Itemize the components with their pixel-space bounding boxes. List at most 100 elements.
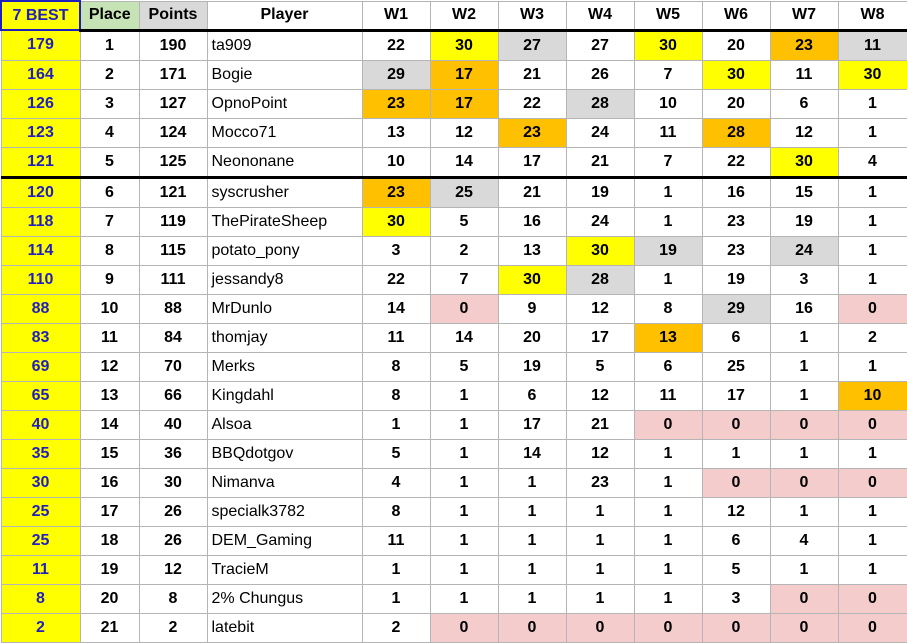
week-score-cell-w4: 30 xyxy=(565,235,635,266)
week-header-w8: W8 xyxy=(837,0,907,32)
week-score-cell-w1: 11 xyxy=(361,322,431,353)
place-cell: 6 xyxy=(79,175,140,208)
best-cell: 2 xyxy=(0,612,81,643)
week-score-cell-w5: 1 xyxy=(633,496,703,527)
best-cell: 118 xyxy=(0,206,81,237)
week-score-cell-w6: 19 xyxy=(701,264,771,295)
week-score-cell-w3: 20 xyxy=(497,322,567,353)
week-score-cell-w3: 27 xyxy=(497,29,567,61)
week-score-cell-w8: 11 xyxy=(837,29,907,61)
week-score-cell-w4: 24 xyxy=(565,117,635,148)
points-cell: 84 xyxy=(138,322,208,353)
player-name-cell: potato_pony xyxy=(206,235,363,266)
player-header: Player xyxy=(206,0,363,32)
player-name-cell: Neononane xyxy=(206,146,363,178)
week-score-cell-w5: 30 xyxy=(633,29,703,61)
table-row: 179 1 190 ta909 22 30 27 27 30 20 23 11 xyxy=(0,29,907,61)
best-cell: 35 xyxy=(0,438,81,469)
week-score-cell-w3: 21 xyxy=(497,59,567,90)
week-score-cell-w5: 6 xyxy=(633,351,703,382)
week-score-cell-w1: 13 xyxy=(361,117,431,148)
week-score-cell-w1: 8 xyxy=(361,496,431,527)
table-row: 123 4 124 Mocco71 13 12 23 24 11 28 12 1 xyxy=(0,117,907,148)
place-cell: 5 xyxy=(79,146,140,178)
week-score-cell-w1: 14 xyxy=(361,293,431,324)
week-score-cell-w2: 25 xyxy=(429,175,499,208)
best-cell: 30 xyxy=(0,467,81,498)
table-row: 69 12 70 Merks 8 5 19 5 6 25 1 1 xyxy=(0,351,907,382)
week-score-cell-w2: 1 xyxy=(429,496,499,527)
place-cell: 9 xyxy=(79,264,140,295)
week-score-cell-w2: 1 xyxy=(429,525,499,556)
week-score-cell-w4: 12 xyxy=(565,293,635,324)
best-cell: 121 xyxy=(0,146,81,178)
week-score-cell-w7: 0 xyxy=(769,467,839,498)
week-score-cell-w2: 17 xyxy=(429,59,499,90)
week-score-cell-w1: 1 xyxy=(361,554,431,585)
week-score-cell-w8: 0 xyxy=(837,293,907,324)
week-score-cell-w3: 19 xyxy=(497,351,567,382)
week-score-cell-w7: 30 xyxy=(769,146,839,178)
week-score-cell-w3: 17 xyxy=(497,146,567,178)
best-cell: 126 xyxy=(0,88,81,119)
player-name-cell: MrDunlo xyxy=(206,293,363,324)
week-score-cell-w7: 23 xyxy=(769,29,839,61)
week-score-cell-w8: 0 xyxy=(837,467,907,498)
week-score-cell-w2: 1 xyxy=(429,467,499,498)
player-name-cell: Kingdahl xyxy=(206,380,363,411)
week-score-cell-w6: 28 xyxy=(701,117,771,148)
week-score-cell-w6: 3 xyxy=(701,583,771,614)
week-score-cell-w8: 4 xyxy=(837,146,907,178)
week-score-cell-w8: 1 xyxy=(837,264,907,295)
week-score-cell-w5: 1 xyxy=(633,583,703,614)
week-score-cell-w7: 0 xyxy=(769,409,839,440)
week-score-cell-w1: 8 xyxy=(361,351,431,382)
week-score-cell-w3: 21 xyxy=(497,175,567,208)
points-cell: 2 xyxy=(138,612,208,643)
week-score-cell-w3: 1 xyxy=(497,496,567,527)
week-score-cell-w2: 0 xyxy=(429,293,499,324)
week-score-cell-w3: 23 xyxy=(497,117,567,148)
points-cell: 70 xyxy=(138,351,208,382)
week-score-cell-w3: 14 xyxy=(497,438,567,469)
table-row: 114 8 115 potato_pony 3 2 13 30 19 23 24 1 xyxy=(0,235,907,266)
table-row: 121 5 125 Neononane 10 14 17 21 7 22 30 4 xyxy=(0,146,907,178)
points-cell: 40 xyxy=(138,409,208,440)
points-cell: 26 xyxy=(138,496,208,527)
week-score-cell-w6: 6 xyxy=(701,525,771,556)
week-score-cell-w4: 28 xyxy=(565,264,635,295)
table-row: 88 10 88 MrDunlo 14 0 9 12 8 29 16 0 xyxy=(0,293,907,324)
week-score-cell-w6: 12 xyxy=(701,496,771,527)
week-score-cell-w4: 5 xyxy=(565,351,635,382)
week-score-cell-w3: 22 xyxy=(497,88,567,119)
week-score-cell-w1: 3 xyxy=(361,235,431,266)
week-score-cell-w7: 6 xyxy=(769,88,839,119)
player-name-cell: Alsoa xyxy=(206,409,363,440)
place-header: Place xyxy=(79,0,140,32)
points-cell: 124 xyxy=(138,117,208,148)
week-score-cell-w1: 11 xyxy=(361,525,431,556)
week-score-cell-w3: 1 xyxy=(497,583,567,614)
table-row: 126 3 127 OpnoPoint 23 17 22 28 10 20 6 1 xyxy=(0,88,907,119)
best-cell: 11 xyxy=(0,554,81,585)
week-score-cell-w6: 5 xyxy=(701,554,771,585)
week-score-cell-w8: 1 xyxy=(837,175,907,208)
week-score-cell-w2: 1 xyxy=(429,380,499,411)
place-cell: 21 xyxy=(79,612,140,643)
week-score-cell-w8: 1 xyxy=(837,554,907,585)
place-cell: 4 xyxy=(79,117,140,148)
week-score-cell-w7: 15 xyxy=(769,175,839,208)
week-score-cell-w6: 29 xyxy=(701,293,771,324)
place-cell: 16 xyxy=(79,467,140,498)
place-cell: 1 xyxy=(79,29,140,61)
week-score-cell-w4: 12 xyxy=(565,380,635,411)
week-score-cell-w1: 1 xyxy=(361,409,431,440)
week-score-cell-w8: 1 xyxy=(837,235,907,266)
points-cell: 111 xyxy=(138,264,208,295)
points-cell: 121 xyxy=(138,175,208,208)
week-score-cell-w2: 1 xyxy=(429,409,499,440)
week-score-cell-w8: 0 xyxy=(837,612,907,643)
week-score-cell-w6: 17 xyxy=(701,380,771,411)
week-score-cell-w2: 1 xyxy=(429,438,499,469)
week-score-cell-w7: 12 xyxy=(769,117,839,148)
